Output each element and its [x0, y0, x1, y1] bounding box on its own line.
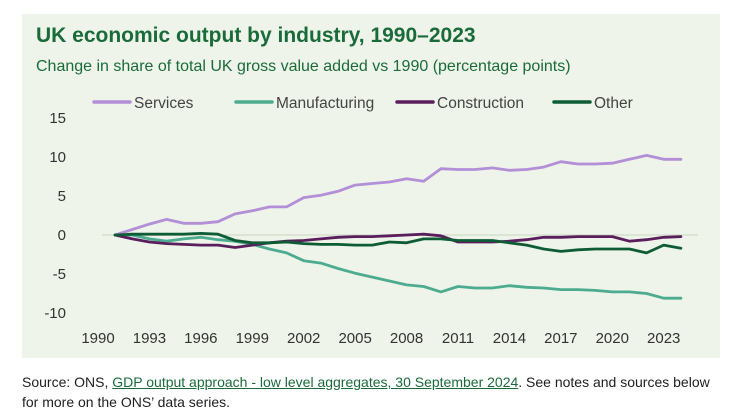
y-tick-label: 0	[58, 227, 66, 244]
series-line-manufacturing	[113, 233, 683, 300]
y-tick-label: -5	[53, 266, 66, 283]
source-link[interactable]: GDP output approach - low level aggregat…	[112, 374, 519, 390]
source-note: Source: ONS, GDP output approach - low l…	[22, 372, 727, 412]
legend-label: Services	[134, 95, 194, 112]
x-tick-label: 1999	[236, 330, 269, 347]
chart-title: UK economic output by industry, 1990–202…	[36, 24, 476, 47]
series-line-other	[113, 231, 683, 255]
x-tick-label: 2011	[442, 330, 474, 347]
x-tick-label: 2002	[287, 330, 320, 347]
y-tick-label: 15	[49, 110, 66, 127]
x-tick-label: 2023	[647, 330, 680, 347]
legend-label: Other	[594, 95, 633, 112]
source-prefix: Source: ONS,	[22, 374, 113, 390]
legend-label: Manufacturing	[276, 95, 374, 112]
line-chart: 15 10 5 0 -5 -10 1990 1993 1996 1999 2002 2005 2008 2…	[44, 95, 698, 347]
y-tick-label: -10	[44, 305, 66, 322]
y-tick-label: 5	[58, 188, 66, 205]
chart-card: UK economic output by industry, 1990–202…	[22, 14, 720, 358]
x-tick-label: 1993	[133, 330, 166, 347]
x-tick-label: 2008	[390, 330, 423, 347]
x-tick-label: 2014	[493, 330, 526, 347]
x-tick-label: 2005	[338, 330, 371, 347]
x-tick-label: 2017	[544, 330, 577, 347]
source-suffix: . See notes and sources below for more o…	[22, 374, 710, 410]
legend-label: Construction	[437, 95, 524, 112]
x-tick-label: 1996	[184, 330, 217, 347]
series-line-construction	[113, 232, 683, 249]
x-tick-label: 2020	[596, 330, 629, 347]
x-tick-label: 1990	[81, 330, 114, 347]
y-tick-label: 10	[49, 149, 66, 166]
chart-subtitle: Change in share of total UK gross value …	[36, 58, 571, 75]
series-line-services	[113, 153, 683, 237]
